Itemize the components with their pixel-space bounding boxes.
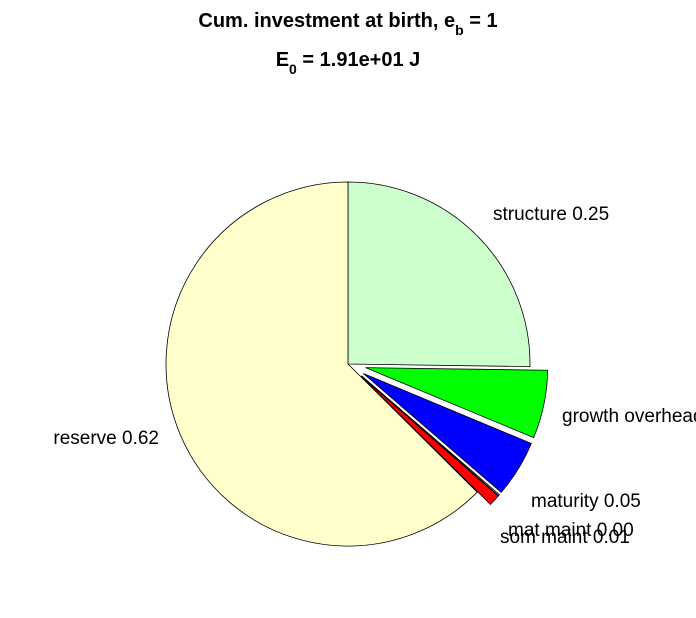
- pie-slice-3: [361, 375, 500, 497]
- pie-slice-1: [365, 367, 549, 439]
- pie-label-0: structure 0.25: [493, 204, 609, 225]
- pie-label-4: som maint 0.01: [500, 527, 630, 548]
- pie-slice-5: [165, 181, 478, 547]
- pie-labels: structure 0.25 growth overhead maturity 0.…: [53, 204, 696, 548]
- pie-slice-2: [363, 373, 532, 493]
- pie-slices: [165, 181, 549, 547]
- pie-slice-0: [347, 181, 531, 368]
- chart-title-line2: E0 = 1.91e+01 J: [276, 49, 421, 77]
- pie-slice-4: [360, 375, 499, 506]
- pie-label-2: maturity 0.05: [531, 491, 641, 512]
- pie-label-3: mat maint 0.00: [508, 520, 634, 541]
- pie-label-5: reserve 0.62: [53, 428, 159, 449]
- chart-title-line1: Cum. investment at birth, eb = 1: [198, 10, 497, 38]
- pie-label-1: growth overhead: [562, 406, 696, 427]
